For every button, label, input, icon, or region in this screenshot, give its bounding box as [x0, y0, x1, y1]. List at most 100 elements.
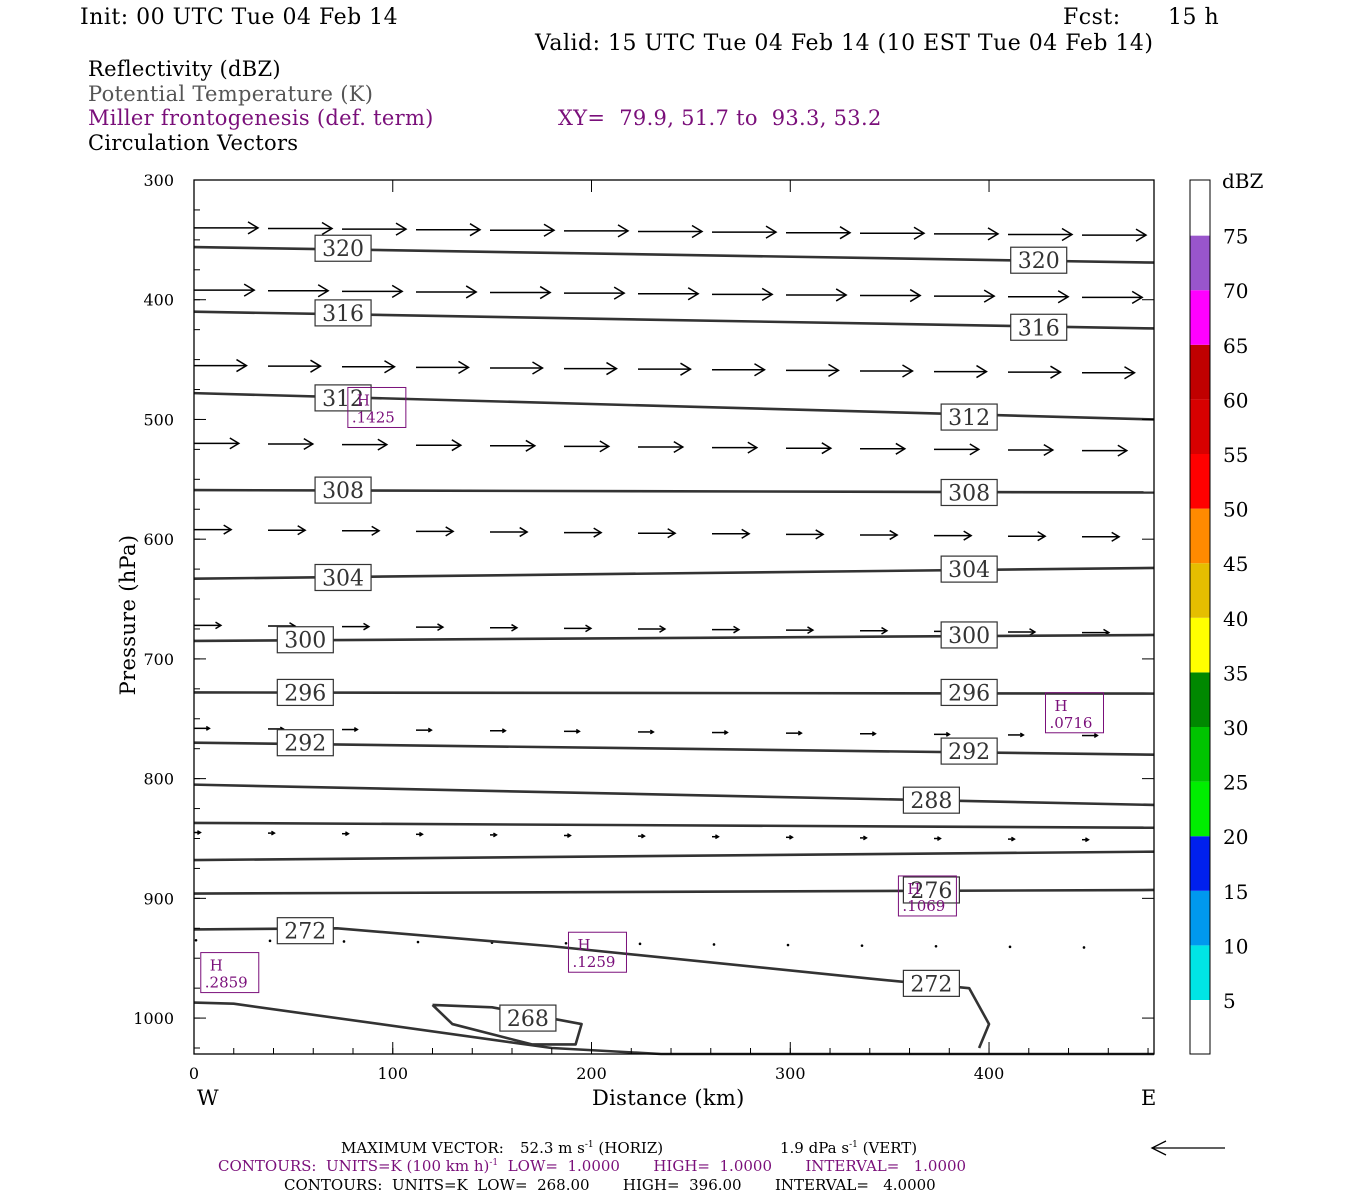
vector-head — [715, 834, 720, 840]
vector-head — [377, 438, 389, 451]
vector-head — [567, 833, 572, 838]
cross-section-xy: XY= 79.9, 51.7 to 93.3, 53.2 — [558, 106, 882, 130]
theta-contour-labels: 320 320 316 316 312 312 308 308 304 304 300 300 296 2… — [276, 234, 1068, 1032]
contour-label: 276 — [910, 879, 952, 904]
vector-head — [585, 624, 593, 633]
west-label: W — [197, 1086, 219, 1110]
vector-head — [641, 833, 646, 839]
frontogenesis-max-value: .2859 — [205, 974, 248, 992]
contour-label-box — [940, 555, 998, 583]
y-tick-label: 300 — [143, 171, 174, 190]
vector-head — [205, 725, 211, 731]
vector-dot — [860, 944, 864, 947]
contour-label: 312 — [322, 387, 364, 412]
theta-contour — [193, 821, 1155, 830]
colorbar-segment — [1190, 563, 1210, 618]
vector-head — [321, 221, 334, 236]
vector-head — [881, 626, 889, 635]
vector-head — [599, 440, 611, 453]
colorbar-tick-label: 50 — [1223, 498, 1248, 522]
frontogenesis-max-letter: H — [1054, 697, 1067, 715]
vector-head — [871, 731, 877, 737]
vector-head — [649, 729, 655, 735]
contour-label: 304 — [322, 566, 364, 591]
frontogenesis-max-value: .1425 — [352, 408, 395, 426]
contour-label-box — [1010, 246, 1068, 274]
vector-head — [458, 360, 470, 375]
vector-head — [465, 285, 478, 299]
vector-head — [1131, 290, 1144, 304]
forecast-hour: 15 h — [1168, 5, 1220, 30]
vector-head — [445, 526, 455, 537]
vector-dot — [268, 939, 272, 943]
contour-label-box — [499, 1004, 557, 1032]
forecast-label: Fcst: — [1063, 5, 1121, 30]
colorbar-segment — [1190, 181, 1210, 236]
contour-label-box — [276, 626, 334, 654]
theta-contour — [193, 888, 1155, 895]
contour-label-box — [902, 969, 960, 997]
vector-head — [789, 834, 794, 840]
frontogenesis-max-letter: H — [577, 936, 590, 954]
contour-label: 308 — [948, 481, 990, 506]
max-vector-vertical: 1.9 dPa s-1 (VERT) — [780, 1139, 918, 1157]
theta-contour — [193, 1001, 1154, 1056]
vector-head — [525, 439, 537, 452]
contour-label-box — [940, 621, 998, 649]
vector-head — [606, 361, 618, 376]
x-tick-label: 400 — [974, 1064, 1005, 1083]
vector-head — [363, 622, 371, 631]
frontogenesis-max-box — [347, 386, 407, 428]
x-tick-label: 0 — [189, 1064, 199, 1083]
vector-head — [673, 440, 685, 454]
init-time: Init: 00 UTC Tue 04 Feb 14 — [80, 5, 399, 30]
contour-label: 320 — [1018, 249, 1060, 274]
vector-head — [895, 442, 907, 455]
colorbar-unit: dBZ — [1222, 169, 1264, 193]
contour-label-box — [314, 476, 372, 504]
vector-head — [419, 831, 424, 837]
vector-head — [1111, 531, 1121, 542]
vector-head — [469, 223, 482, 237]
colorbar-segment — [1190, 508, 1210, 564]
vector-head — [317, 284, 330, 298]
colorbar-tick-label: 35 — [1223, 661, 1248, 685]
vector-head — [1117, 444, 1129, 457]
colorbar-segment — [1190, 617, 1210, 673]
vector-head — [797, 730, 803, 736]
contour-label: 300 — [284, 629, 326, 654]
colorbar-tick-label: 25 — [1223, 771, 1248, 795]
theta-contour — [193, 633, 1155, 643]
frontogenesis-max-value: .0716 — [1049, 714, 1092, 732]
vector-dot — [786, 943, 790, 947]
contour-label-box — [276, 678, 334, 707]
frontogenesis-max-box — [1044, 692, 1104, 734]
y-tick-label: 700 — [143, 650, 174, 669]
theta-contour — [193, 741, 1155, 756]
contour-label-box — [940, 403, 998, 431]
contour-label-box — [314, 384, 372, 412]
vector-head — [617, 224, 630, 238]
contour-label-box — [276, 917, 334, 945]
vector-head — [863, 835, 868, 841]
contour-label: 292 — [284, 732, 326, 757]
vector-dot — [416, 940, 420, 944]
vector-head — [902, 364, 914, 378]
frontogenesis-max-letter: H — [907, 880, 920, 898]
colorbar-tick-label: 30 — [1223, 716, 1248, 740]
x-axis-label: Distance (km) — [592, 1086, 745, 1110]
vector-head — [821, 442, 833, 455]
vector-head — [613, 286, 626, 300]
contour-label: 304 — [948, 558, 990, 583]
vector-head — [511, 623, 519, 632]
max-vector-arrow — [1150, 1140, 1225, 1156]
theta-contour — [193, 926, 991, 1049]
field-theta: Potential Temperature (K) — [88, 82, 374, 106]
colorbar-tick-label: 60 — [1223, 388, 1248, 412]
contour-label: 316 — [322, 302, 364, 327]
vector-head — [451, 439, 463, 452]
y-tick-label: 900 — [143, 889, 174, 908]
colorbar-segment — [1190, 399, 1210, 454]
x-tick-label: 300 — [775, 1064, 806, 1083]
